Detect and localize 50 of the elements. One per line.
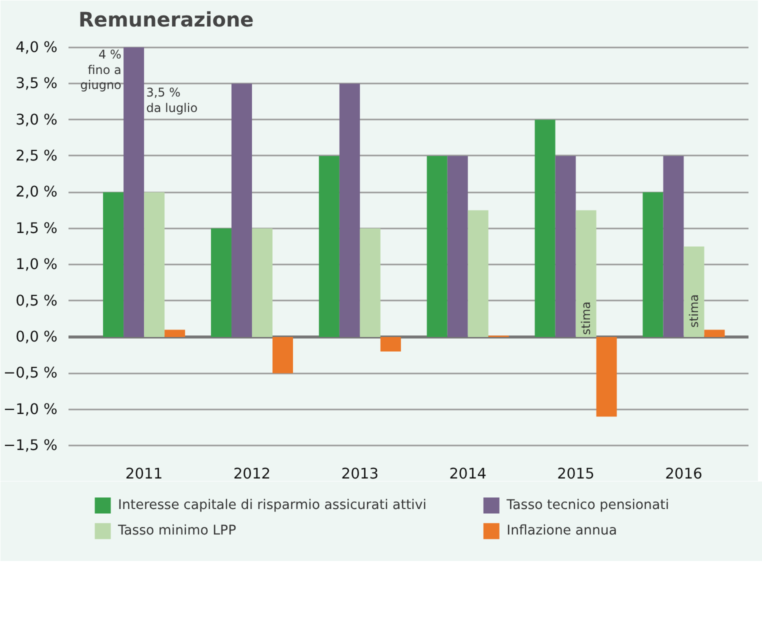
bar — [380, 337, 401, 352]
bar — [684, 246, 704, 338]
x-tick-label: 2015 — [557, 466, 594, 482]
y-tick-label: 1,5 % — [16, 220, 58, 237]
bar — [231, 84, 252, 338]
bar — [534, 120, 556, 338]
bar — [103, 192, 124, 338]
bar — [339, 84, 360, 338]
bar — [164, 330, 186, 338]
bar — [426, 156, 448, 338]
bar — [272, 337, 294, 374]
y-tick-label: −1,5 % — [3, 437, 58, 454]
bar — [210, 228, 232, 338]
bar — [318, 156, 340, 338]
bar — [576, 210, 596, 338]
bar — [663, 156, 684, 338]
bar — [144, 192, 165, 338]
y-tick-label: 1,0 % — [16, 256, 58, 274]
annotation: 3,5 % da luglio — [146, 86, 198, 116]
bar — [468, 210, 488, 338]
x-tick-label: 2013 — [341, 466, 379, 482]
bar — [704, 330, 725, 338]
bar — [447, 156, 468, 338]
y-tick-label: 3,5 % — [16, 75, 58, 92]
bar — [642, 192, 664, 338]
y-tick-label: −1,0 % — [3, 400, 58, 418]
y-tick-label: 2,0 % — [16, 184, 58, 201]
y-tick-label: 4,0 % — [16, 38, 58, 56]
chart-title: Remunerazione — [78, 8, 254, 32]
bar — [252, 228, 272, 338]
y-tick-label: 0,0 % — [16, 328, 58, 346]
y-tick-label: −0,5 % — [3, 364, 58, 382]
x-tick-label: 2016 — [665, 466, 702, 482]
annotation: 4 % fino a giugno — [80, 47, 122, 92]
x-tick-label: 2014 — [449, 466, 487, 482]
annotation: stima — [687, 294, 702, 328]
x-tick-label: 2011 — [125, 466, 163, 482]
y-tick-label: 0,5 % — [16, 292, 58, 310]
bar — [124, 47, 144, 338]
annotation: stima — [579, 302, 594, 335]
y-tick-label: 2,5 % — [16, 147, 58, 164]
legend-label: Inflazione annua — [506, 524, 618, 539]
bar — [555, 156, 576, 338]
x-tick-label: 2012 — [233, 466, 271, 482]
y-tick-label: 3,0 % — [16, 111, 58, 128]
bar — [360, 228, 380, 338]
legend-label: Tasso tecnico pensionati — [506, 498, 670, 513]
legend-label: Tasso minimo LPP — [117, 524, 236, 539]
bar — [596, 337, 617, 417]
legend-label: Interesse capitale di risparmio assicurati attivi — [118, 498, 426, 513]
